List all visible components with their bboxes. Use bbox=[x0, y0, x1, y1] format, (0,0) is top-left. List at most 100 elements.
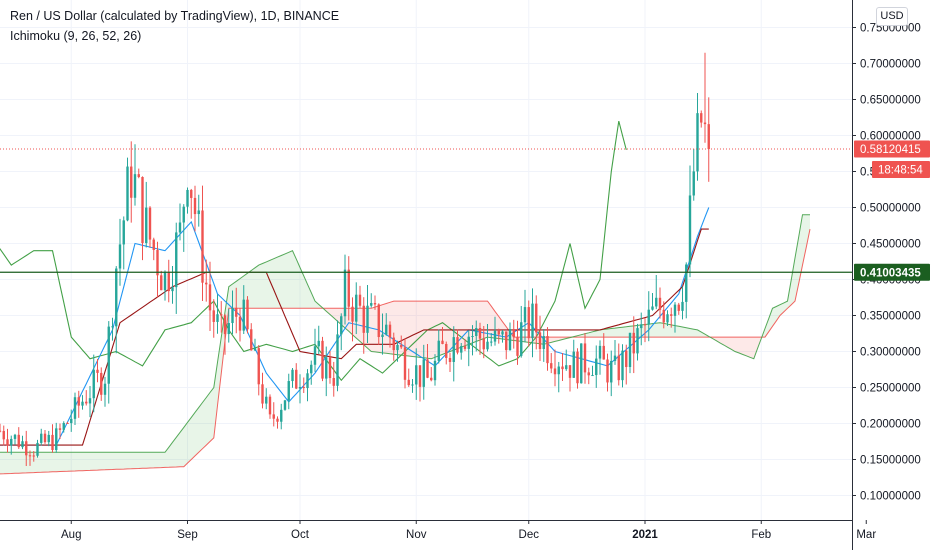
candle-body bbox=[538, 332, 542, 349]
candlestick bbox=[396, 340, 399, 362]
cloud-segment bbox=[33, 452, 38, 473]
cloud-segment bbox=[168, 442, 173, 468]
candlesticks bbox=[0, 52, 710, 467]
candlestick bbox=[576, 348, 579, 389]
cloud-segment bbox=[622, 326, 627, 338]
last-price-tag bbox=[854, 140, 930, 158]
candle-body bbox=[280, 409, 283, 422]
cloud-segment bbox=[746, 337, 750, 358]
candlestick bbox=[535, 295, 538, 350]
candle-body bbox=[62, 422, 65, 430]
candle-body bbox=[351, 306, 354, 322]
candlestick bbox=[538, 315, 542, 362]
lagging-span-line bbox=[0, 120, 627, 382]
cloud-segment bbox=[108, 452, 113, 470]
cloud-segment bbox=[270, 258, 274, 309]
candlestick bbox=[193, 185, 197, 232]
candle-body bbox=[490, 341, 493, 343]
cloud-segment bbox=[0, 452, 4, 474]
candlestick bbox=[501, 330, 504, 343]
cloud-segment bbox=[288, 250, 293, 309]
cloud-segment bbox=[382, 303, 387, 354]
candle-body bbox=[55, 428, 58, 451]
candlestick bbox=[231, 290, 234, 335]
cloud-segment bbox=[806, 214, 810, 248]
candlestick bbox=[321, 336, 324, 382]
candlestick bbox=[595, 345, 598, 388]
candle-body bbox=[433, 360, 437, 381]
candle-body bbox=[205, 282, 208, 285]
candlestick bbox=[197, 194, 200, 227]
candlestick bbox=[370, 293, 373, 308]
candle-body bbox=[411, 384, 414, 386]
candlestick bbox=[246, 296, 249, 334]
candle-body bbox=[692, 171, 695, 196]
candlestick bbox=[167, 259, 170, 303]
cloud-segment bbox=[311, 292, 315, 309]
candlestick bbox=[223, 313, 227, 355]
candlestick bbox=[392, 332, 395, 361]
candlestick bbox=[137, 168, 140, 179]
candlestick bbox=[55, 422, 58, 453]
cloud-segment bbox=[165, 447, 169, 468]
candle-body bbox=[396, 344, 399, 351]
candle-body bbox=[463, 346, 467, 349]
cloud-segment bbox=[401, 301, 405, 356]
cloud-segment bbox=[487, 301, 492, 338]
candlestick bbox=[550, 353, 553, 374]
candle-body bbox=[310, 364, 313, 374]
candlestick bbox=[658, 287, 662, 319]
cloud-segment bbox=[783, 301, 788, 312]
candle-body bbox=[640, 324, 643, 329]
cloud-segment bbox=[303, 275, 308, 309]
candlestick bbox=[347, 256, 350, 321]
candlestick bbox=[291, 368, 294, 388]
candlestick bbox=[81, 395, 84, 410]
candlestick bbox=[415, 348, 418, 400]
candlestick bbox=[463, 339, 467, 352]
candlestick bbox=[632, 316, 635, 374]
candlestick bbox=[152, 237, 155, 261]
cloud-segment bbox=[138, 452, 143, 469]
candle-body bbox=[298, 387, 302, 389]
candlestick bbox=[482, 325, 485, 359]
candlestick bbox=[156, 241, 159, 298]
candlestick bbox=[28, 450, 32, 466]
candle-body bbox=[688, 195, 692, 265]
cloud-segment bbox=[768, 308, 773, 332]
cloud-segment bbox=[101, 452, 105, 470]
candle-body bbox=[362, 305, 365, 333]
currency-button[interactable]: USD bbox=[876, 7, 908, 26]
candlestick bbox=[306, 369, 309, 402]
candlestick bbox=[257, 345, 260, 396]
candle-body bbox=[10, 438, 13, 446]
candlestick bbox=[437, 329, 440, 364]
candlestick bbox=[460, 343, 463, 360]
cloud-segment bbox=[198, 402, 203, 453]
candle-body bbox=[512, 329, 515, 338]
cloud-segment bbox=[52, 452, 57, 472]
cloud-segment bbox=[56, 452, 60, 472]
candlestick bbox=[651, 292, 654, 311]
cloud-segment bbox=[750, 337, 754, 359]
candle-body bbox=[613, 355, 617, 361]
last-price-tag-label: 0.58120415 bbox=[860, 144, 921, 156]
candle-body bbox=[58, 428, 62, 430]
x-tick-label: Aug bbox=[61, 529, 81, 541]
cloud-segment bbox=[645, 324, 649, 338]
candlestick bbox=[261, 372, 264, 409]
cloud-segment bbox=[37, 452, 42, 473]
candlestick bbox=[666, 310, 669, 326]
time-axis-background bbox=[0, 520, 852, 550]
y-tick-label: 0.60000000 bbox=[860, 131, 921, 143]
candlestick bbox=[677, 302, 680, 315]
candlestick bbox=[411, 379, 414, 393]
candle-body bbox=[111, 326, 114, 328]
candle-body bbox=[385, 324, 388, 335]
candle-body bbox=[647, 309, 650, 325]
indicator-legend[interactable]: Ichimoku (9, 26, 52, 26) bbox=[10, 29, 142, 43]
candlestick bbox=[523, 289, 527, 343]
horizontal-level-tag bbox=[854, 263, 930, 281]
candle-body bbox=[92, 369, 95, 399]
